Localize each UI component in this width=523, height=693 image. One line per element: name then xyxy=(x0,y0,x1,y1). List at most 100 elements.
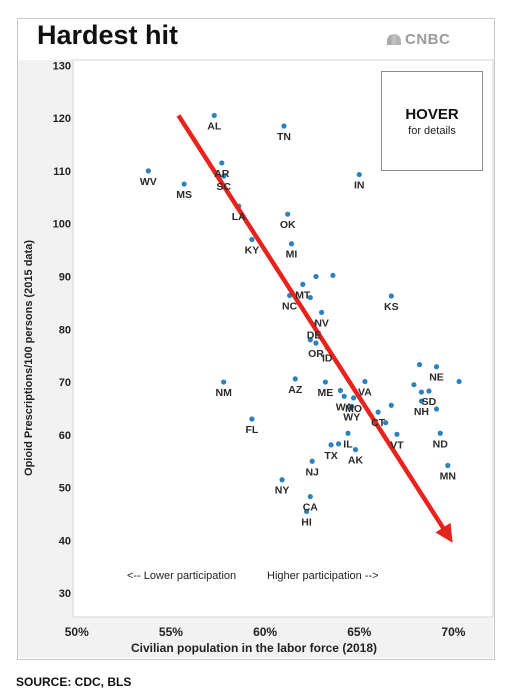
hover-subtitle: for details xyxy=(408,125,456,137)
hover-details-box[interactable]: HOVER for details xyxy=(381,71,483,171)
source-note: SOURCE: CDC, BLS xyxy=(16,675,132,689)
data-point[interactable] xyxy=(388,402,394,408)
data-point[interactable] xyxy=(313,340,319,346)
data-point[interactable] xyxy=(309,458,315,464)
y-axis-panel xyxy=(18,60,73,617)
y-tick-label: 50 xyxy=(59,483,71,495)
point-label: FL xyxy=(246,424,259,436)
data-point[interactable] xyxy=(437,430,443,436)
data-point[interactable] xyxy=(411,382,417,388)
peacock-icon xyxy=(387,34,401,45)
data-point[interactable] xyxy=(394,431,400,437)
data-point[interactable] xyxy=(300,281,306,287)
data-point[interactable] xyxy=(426,388,432,394)
x-axis-label: Civilian population in the labor force (… xyxy=(131,641,377,655)
data-point[interactable] xyxy=(313,273,319,280)
y-tick-label: 130 xyxy=(53,60,71,72)
data-point[interactable] xyxy=(219,160,225,166)
point-label: NY xyxy=(275,485,290,497)
data-point[interactable] xyxy=(362,378,368,385)
point-label: VA xyxy=(358,387,372,399)
x-tick-labels: 50% 55% 60% 65% 70% xyxy=(65,625,466,639)
data-point[interactable] xyxy=(445,462,451,469)
y-tick-label: 70 xyxy=(59,377,71,389)
data-point[interactable] xyxy=(335,441,342,447)
x-tick-label: 50% xyxy=(65,625,89,639)
y-tick-label: 80 xyxy=(59,324,71,336)
point-label: NM xyxy=(216,387,233,399)
point-label: AL xyxy=(207,120,222,132)
data-point[interactable] xyxy=(345,430,351,436)
data-point[interactable] xyxy=(388,293,394,299)
point-label: ME xyxy=(318,387,334,399)
point-label: CT xyxy=(371,417,386,429)
point-label: TX xyxy=(324,450,337,462)
point-label: MN xyxy=(440,470,456,482)
data-point[interactable] xyxy=(330,272,336,279)
data-point[interactable] xyxy=(383,420,389,426)
y-tick-label: 120 xyxy=(53,113,71,125)
data-point[interactable] xyxy=(375,409,381,415)
point-label: SC xyxy=(216,181,231,193)
hover-title: HOVER xyxy=(405,106,459,123)
y-tick-label: 30 xyxy=(59,588,71,600)
y-tick-labels: 30 40 50 60 70 80 90 100 110 120 130 xyxy=(53,60,71,600)
data-point[interactable] xyxy=(221,173,227,179)
point-label: WV xyxy=(140,176,157,188)
x-tick-label: 55% xyxy=(159,625,183,639)
chart-title: Hardest hit xyxy=(37,20,179,50)
data-point[interactable] xyxy=(433,406,440,412)
x-tick-label: 60% xyxy=(253,625,277,639)
point-label: DE xyxy=(307,330,322,342)
data-point[interactable] xyxy=(456,378,462,385)
data-point[interactable] xyxy=(211,112,217,119)
data-point[interactable] xyxy=(249,416,255,422)
data-point[interactable] xyxy=(292,376,298,382)
point-label: KY xyxy=(245,245,260,257)
annotation-lower: <-- Lower participation xyxy=(127,570,236,582)
data-point[interactable] xyxy=(281,123,287,129)
data-point[interactable] xyxy=(221,379,227,385)
data-point[interactable] xyxy=(418,398,425,404)
data-point[interactable] xyxy=(351,395,357,401)
data-point[interactable] xyxy=(307,294,313,301)
point-label: IL xyxy=(343,438,353,450)
data-point[interactable] xyxy=(181,181,187,187)
data-point[interactable] xyxy=(145,168,151,174)
brand-text: CNBC xyxy=(405,31,451,48)
data-point[interactable] xyxy=(319,309,325,315)
y-tick-label: 40 xyxy=(59,535,71,547)
point-label: NE xyxy=(429,372,444,384)
data-point[interactable] xyxy=(307,494,313,500)
point-label: MO xyxy=(345,403,362,415)
point-label: NH xyxy=(414,406,429,418)
data-point[interactable] xyxy=(328,442,334,448)
data-point[interactable] xyxy=(249,236,255,243)
point-label: NV xyxy=(314,317,329,329)
point-label: AK xyxy=(348,455,364,467)
data-point[interactable] xyxy=(307,337,313,343)
point-label: AR xyxy=(214,168,230,180)
data-point[interactable] xyxy=(322,379,328,385)
data-point[interactable] xyxy=(288,241,295,247)
data-point[interactable] xyxy=(349,403,355,409)
data-point[interactable] xyxy=(341,393,347,399)
data-point[interactable] xyxy=(418,389,425,395)
x-tick-label: 70% xyxy=(441,625,465,639)
data-point[interactable] xyxy=(285,211,291,217)
data-point[interactable] xyxy=(279,477,285,483)
data-point[interactable] xyxy=(416,362,423,368)
point-label: ND xyxy=(433,438,449,450)
data-point[interactable] xyxy=(303,508,310,515)
point-label: SD xyxy=(422,396,437,408)
point-label: OK xyxy=(280,219,296,231)
data-point[interactable] xyxy=(352,447,359,453)
data-point[interactable] xyxy=(433,364,440,370)
point-label: AZ xyxy=(288,384,303,396)
data-point[interactable] xyxy=(337,387,344,394)
point-label: MI xyxy=(286,249,298,261)
y-axis-label: Opioid Prescriptions/100 persons (2015 d… xyxy=(23,240,35,476)
point-label: OR xyxy=(308,348,324,360)
data-point[interactable] xyxy=(356,171,362,178)
